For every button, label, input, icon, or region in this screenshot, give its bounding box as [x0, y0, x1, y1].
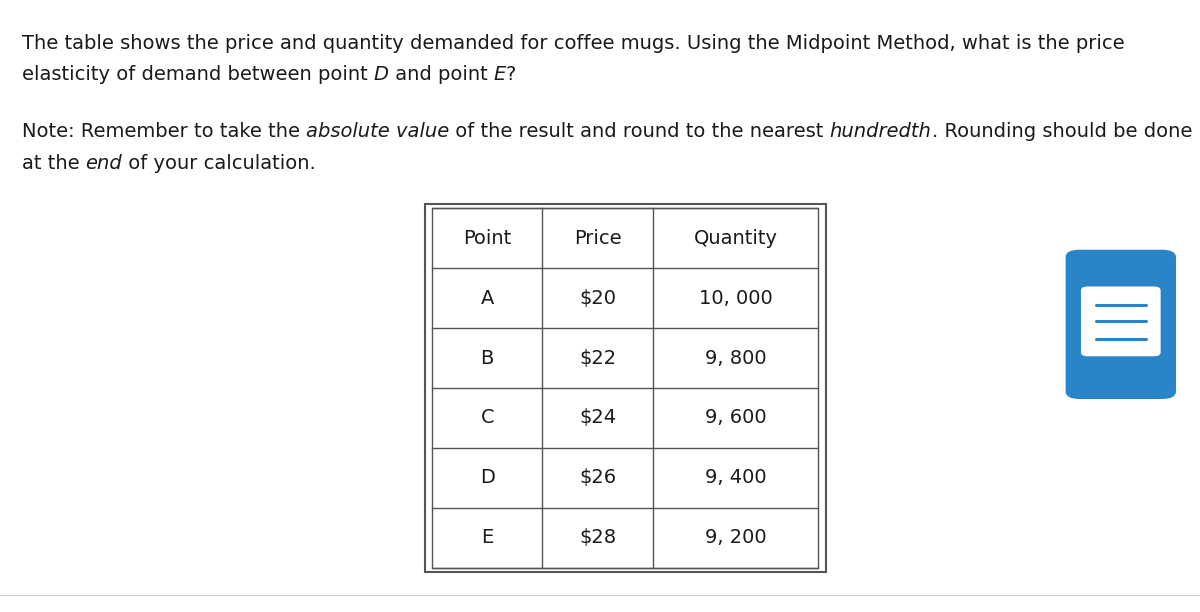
- Bar: [432, 208, 818, 568]
- Text: hundredth: hundredth: [829, 122, 931, 141]
- Text: Quantity: Quantity: [694, 228, 778, 248]
- Text: $28: $28: [580, 528, 616, 548]
- Text: A: A: [480, 288, 494, 308]
- Text: at the: at the: [22, 154, 85, 173]
- FancyBboxPatch shape: [1066, 250, 1176, 399]
- Text: . Rounding should be done: . Rounding should be done: [931, 122, 1192, 141]
- Text: E: E: [481, 528, 493, 548]
- Text: of your calculation.: of your calculation.: [122, 154, 316, 173]
- Text: Point: Point: [463, 228, 511, 248]
- Text: 10, 000: 10, 000: [698, 288, 773, 308]
- Text: end: end: [85, 154, 122, 173]
- Text: elasticity of demand between point: elasticity of demand between point: [22, 65, 373, 84]
- Text: Note: Remember to take the: Note: Remember to take the: [22, 122, 306, 141]
- Bar: [425, 204, 826, 572]
- Text: $24: $24: [580, 408, 616, 428]
- Text: and point: and point: [389, 65, 493, 84]
- Text: of the result and round to the nearest: of the result and round to the nearest: [449, 122, 829, 141]
- Text: 9, 800: 9, 800: [704, 348, 767, 368]
- Polygon shape: [1088, 342, 1102, 354]
- Text: C: C: [480, 408, 494, 428]
- Text: The table shows the price and quantity demanded for coffee mugs. Using the Midpo: The table shows the price and quantity d…: [22, 34, 1124, 53]
- Text: $26: $26: [580, 468, 616, 488]
- Text: B: B: [480, 348, 494, 368]
- FancyBboxPatch shape: [1081, 286, 1160, 356]
- Text: D: D: [373, 65, 389, 84]
- Text: $20: $20: [580, 288, 616, 308]
- Text: absolute value: absolute value: [306, 122, 449, 141]
- Text: ?: ?: [506, 65, 516, 84]
- Text: D: D: [480, 468, 494, 488]
- Text: 9, 200: 9, 200: [704, 528, 767, 548]
- Text: $22: $22: [580, 348, 616, 368]
- Text: Price: Price: [574, 228, 622, 248]
- Text: 9, 600: 9, 600: [704, 408, 767, 428]
- Text: 9, 400: 9, 400: [704, 468, 767, 488]
- Text: E: E: [493, 65, 506, 84]
